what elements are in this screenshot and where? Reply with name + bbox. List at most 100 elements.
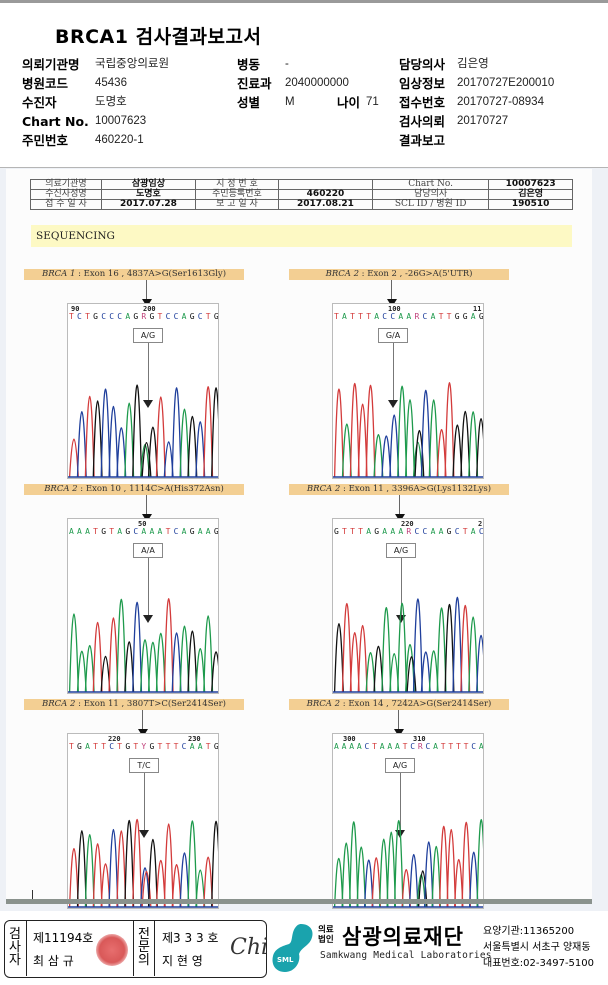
trace-peak <box>116 830 127 908</box>
base-call: A <box>85 742 91 751</box>
base-call: C <box>197 312 203 321</box>
trace-peak <box>460 410 471 478</box>
base-call: A <box>379 742 385 751</box>
base-call: G <box>189 312 195 321</box>
arrow-down-icon <box>396 615 406 623</box>
info-row: 검사의뢰 20170727 <box>399 112 554 131</box>
genotype-box: A/G <box>133 328 163 343</box>
table-cell: 10007623 <box>488 179 573 190</box>
base-call: T <box>205 312 211 321</box>
info-row: 병동 - <box>237 55 379 74</box>
chromatogram-panel: BRCA 2 : Exon 14 , 7242A>G(Ser2414Ser) 30… <box>289 699 519 909</box>
trace-peak <box>100 388 111 478</box>
info-row: 진료과 2040000000 <box>237 74 379 93</box>
base-call: C <box>410 742 416 751</box>
trace-peak <box>84 834 95 908</box>
info-value: 45436 <box>95 77 127 89</box>
trace-peak <box>476 635 483 693</box>
gene-name: BRCA 1 <box>41 269 76 279</box>
base-call: A <box>181 312 187 321</box>
base-call: T <box>334 312 340 321</box>
base-call: T <box>165 742 171 751</box>
info-label: 병동 <box>237 57 261 72</box>
pointer-line <box>146 495 147 517</box>
trace-peak <box>381 435 392 478</box>
trace-peak <box>171 387 182 478</box>
trace-peak <box>203 385 214 478</box>
trace-peak <box>436 428 447 478</box>
base-call: C <box>422 312 428 321</box>
base-call: A <box>349 742 355 751</box>
genotype-box: A/A <box>133 543 163 558</box>
base-call: A <box>205 527 211 536</box>
trace-peak <box>341 602 352 693</box>
trace-peak <box>108 405 119 478</box>
base-call: T <box>109 527 115 536</box>
trace-peak <box>405 643 415 693</box>
base-call: T <box>157 742 163 751</box>
base-call: T <box>69 742 75 751</box>
base-call: A <box>189 742 195 751</box>
base-call: A <box>69 527 75 536</box>
genotype-box: A/G <box>386 543 416 558</box>
org-english-name: Samkwang Medical Laboratories <box>320 950 492 961</box>
base-call: C <box>422 527 428 536</box>
gene-name: BRCA 2 <box>306 484 341 494</box>
pointer-line <box>144 773 145 833</box>
info-value: 국립중앙의료원 <box>95 58 170 70</box>
variant-description: : Exon 14 , 7242A>G(Ser2414Ser) <box>340 699 492 709</box>
base-call: C <box>364 742 370 751</box>
base-call: A <box>77 527 83 536</box>
genotype-box: A/G <box>385 758 415 773</box>
arrow-down-icon <box>388 400 398 408</box>
table-cell: SCL ID / 병원 ID <box>371 199 490 210</box>
org-contact-info: 요양기관:11365200 서울특별시 서초구 양재동 대표번호:02-3497… <box>483 924 594 972</box>
base-call: T <box>372 742 378 751</box>
trace-peak <box>171 864 182 908</box>
base-call: R <box>141 312 147 321</box>
trace-peak <box>341 423 352 478</box>
trace-peak <box>408 853 419 908</box>
position-label: 50 <box>138 520 147 528</box>
info-value: 20170727E200010 <box>457 77 555 89</box>
gene-name: BRCA 2 <box>44 484 78 494</box>
arrow-down-icon <box>143 400 153 408</box>
chromatogram-box: 300 310 A A A A C T A A A T C R C A T T T T C A A/G <box>332 733 484 909</box>
variant-label: BRCA 1 : Exon 16 , 4837A>G(Ser1613Gly) <box>24 269 244 280</box>
base-call: A <box>197 527 203 536</box>
info-label: 담당의사 <box>399 57 446 72</box>
base-call: C <box>165 312 171 321</box>
trace-peak <box>357 403 368 478</box>
base-call: A <box>356 742 362 751</box>
variant-description: : Exon 11 , 3396A>G(Lys1132Lys) <box>340 484 492 494</box>
base-call: G <box>125 527 131 536</box>
trace-peak <box>187 416 198 478</box>
trace-peak <box>436 607 447 693</box>
base-call: T <box>440 742 446 751</box>
trace-peak <box>397 602 408 693</box>
base-call: T <box>117 742 123 751</box>
trace-peak <box>333 623 344 693</box>
info-value: - <box>285 58 289 70</box>
base-call: G <box>478 312 484 321</box>
trace-peak <box>393 819 404 908</box>
pointer-line <box>400 773 401 833</box>
table-cell <box>277 179 373 190</box>
trace-peak <box>381 606 392 693</box>
trace-peak <box>116 598 127 693</box>
chromatogram-trace <box>333 596 483 693</box>
trace-peak <box>179 408 190 478</box>
trace-peak <box>163 823 174 908</box>
base-call: G <box>149 312 155 321</box>
pointer-line <box>391 280 392 302</box>
base-call: A <box>390 527 396 536</box>
info-label: 주민번호 <box>22 133 69 148</box>
chromatogram-trace <box>68 598 218 693</box>
variant-description: : Exon 2 , -26G>A(5'UTR) <box>358 269 473 279</box>
position-label: 2 <box>478 520 483 528</box>
position-label: 230 <box>188 735 201 743</box>
